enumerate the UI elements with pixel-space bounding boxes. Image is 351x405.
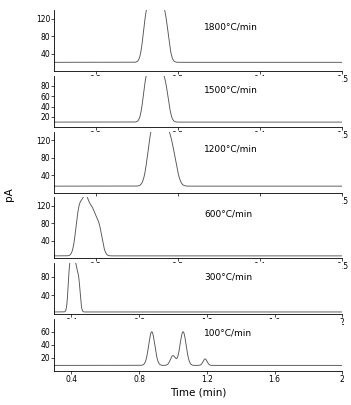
Text: 600°C/min: 600°C/min bbox=[204, 210, 252, 219]
Text: pA: pA bbox=[4, 188, 14, 201]
X-axis label: Time (min): Time (min) bbox=[170, 388, 226, 398]
Text: 300°C/min: 300°C/min bbox=[204, 273, 252, 281]
Text: 1200°C/min: 1200°C/min bbox=[204, 144, 258, 153]
Text: 100°C/min: 100°C/min bbox=[204, 329, 252, 338]
Text: 1500°C/min: 1500°C/min bbox=[204, 85, 258, 94]
Text: 1800°C/min: 1800°C/min bbox=[204, 23, 258, 32]
